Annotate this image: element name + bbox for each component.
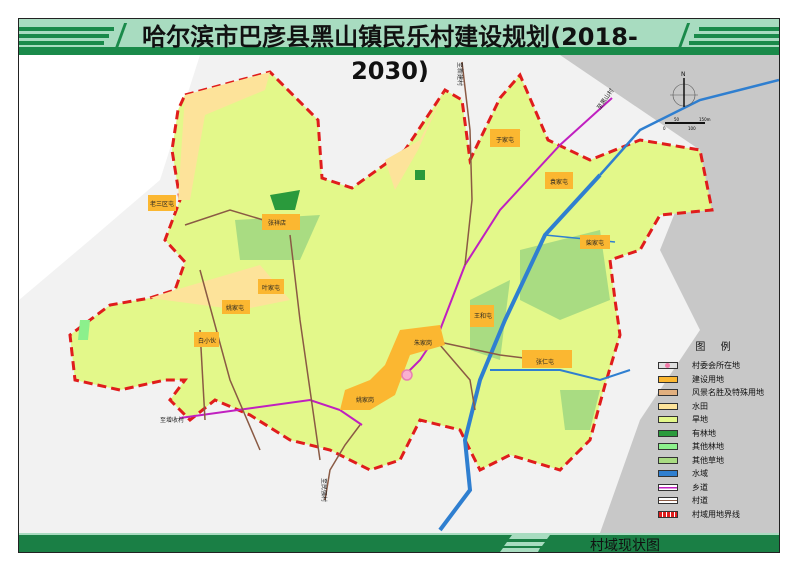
legend-item: 建设用地	[656, 373, 776, 387]
village-committee-marker	[401, 369, 413, 381]
legend-label: 村道	[692, 496, 708, 506]
scale-label: 0	[663, 126, 666, 131]
legend: 图 例 村委会所在地 建设用地 风景名胜及特殊用地 水田 旱地 有林地 其他林地…	[656, 338, 776, 521]
village-label: 姚家岗	[356, 396, 374, 404]
legend-item: 村委会所在地	[656, 359, 776, 373]
north-arrow-icon: N	[670, 71, 698, 107]
village-label: 姚家屯	[226, 304, 244, 312]
legend-label: 水域	[692, 469, 708, 479]
footer-title: 村域现状图	[590, 538, 660, 554]
legend-swatch	[658, 375, 678, 383]
village-label: 张仁屯	[536, 358, 554, 366]
footer-decoration	[500, 535, 550, 552]
canal	[490, 369, 631, 382]
legend-label: 其他林地	[692, 442, 724, 452]
scale-bar: 0 50 100 150m	[663, 117, 711, 131]
village-label: 王和屯	[474, 312, 492, 320]
legend-label: 村域用地界线	[692, 509, 740, 519]
paddy-field	[178, 72, 270, 200]
village-label: 袁家屯	[550, 178, 568, 186]
legend-item: 村域用地界线	[656, 508, 776, 522]
legend-label: 乡道	[692, 482, 708, 492]
forest-land	[415, 170, 425, 180]
other-forest-land	[78, 320, 90, 340]
legend-swatch	[658, 389, 678, 397]
north-label: N	[681, 71, 686, 78]
legend-swatch	[658, 429, 678, 437]
page-title: 哈尔滨市巴彦县黑山镇民乐村建设规划(2018-2030)	[142, 23, 638, 85]
legend-swatch	[658, 443, 678, 451]
paddy-field	[150, 265, 290, 310]
legend-swatch	[658, 497, 678, 505]
legend-swatch	[658, 402, 678, 410]
village-label: 柴家屯	[586, 239, 604, 247]
legend-swatch	[658, 510, 678, 518]
village-label: 白小伙	[198, 337, 216, 345]
scale-label: 100	[688, 126, 696, 131]
mountain-area	[560, 55, 779, 533]
footer-bar	[19, 533, 779, 552]
legend-label: 村委会所在地	[692, 361, 740, 371]
village-label: 朱家岗	[414, 339, 432, 347]
other-grassland	[520, 230, 610, 320]
road-label: 至民强村	[320, 478, 328, 502]
village-map: 老三区屯 张祥店 叶家屯 姚家屯 白小伙 于家屯 袁家屯 柴家屯 王和屯 朱家岗…	[19, 55, 779, 533]
village-label: 叶家屯	[262, 284, 280, 292]
village-labels: 老三区屯 张祥店 叶家屯 姚家屯 白小伙 于家屯 袁家屯 柴家屯 王和屯 朱家岗…	[150, 136, 604, 404]
river	[599, 78, 779, 176]
road-label: 至增收村	[160, 416, 184, 424]
legend-label: 旱地	[692, 415, 708, 425]
village-label: 张祥店	[268, 219, 286, 227]
legend-item: 旱地	[656, 413, 776, 427]
forest-land	[270, 190, 300, 210]
legend-label: 有林地	[692, 428, 716, 438]
road-label: 至新建村	[456, 62, 464, 86]
legend-item: 其他草地	[656, 454, 776, 468]
legend-swatch	[658, 416, 678, 424]
village-label: 老三区屯	[150, 200, 174, 208]
legend-swatch	[658, 456, 678, 464]
title-bar	[19, 19, 779, 55]
legend-label: 水田	[692, 401, 708, 411]
legend-swatch	[658, 483, 678, 491]
legend-item: 其他林地	[656, 440, 776, 454]
legend-item: 有林地	[656, 427, 776, 441]
legend-item: 乡道	[656, 481, 776, 495]
legend-item: 风景名胜及特殊用地	[656, 386, 776, 400]
scale-label: 50	[674, 117, 680, 122]
legend-swatch	[658, 470, 678, 478]
legend-label: 建设用地	[692, 374, 724, 384]
legend-label: 其他草地	[692, 455, 724, 465]
legend-title: 图 例	[695, 342, 737, 353]
village-committee-swatch	[658, 362, 678, 370]
other-grassland	[560, 390, 600, 430]
construction-land	[148, 129, 610, 410]
scale-label: 150m	[699, 117, 711, 122]
legend-label: 风景名胜及特殊用地	[692, 388, 764, 398]
legend-item: 水田	[656, 400, 776, 414]
blank-area	[19, 55, 200, 300]
paddy-field	[385, 90, 445, 190]
village-label: 于家屯	[496, 136, 514, 144]
legend-item: 村道	[656, 494, 776, 508]
legend-item: 水域	[656, 467, 776, 481]
